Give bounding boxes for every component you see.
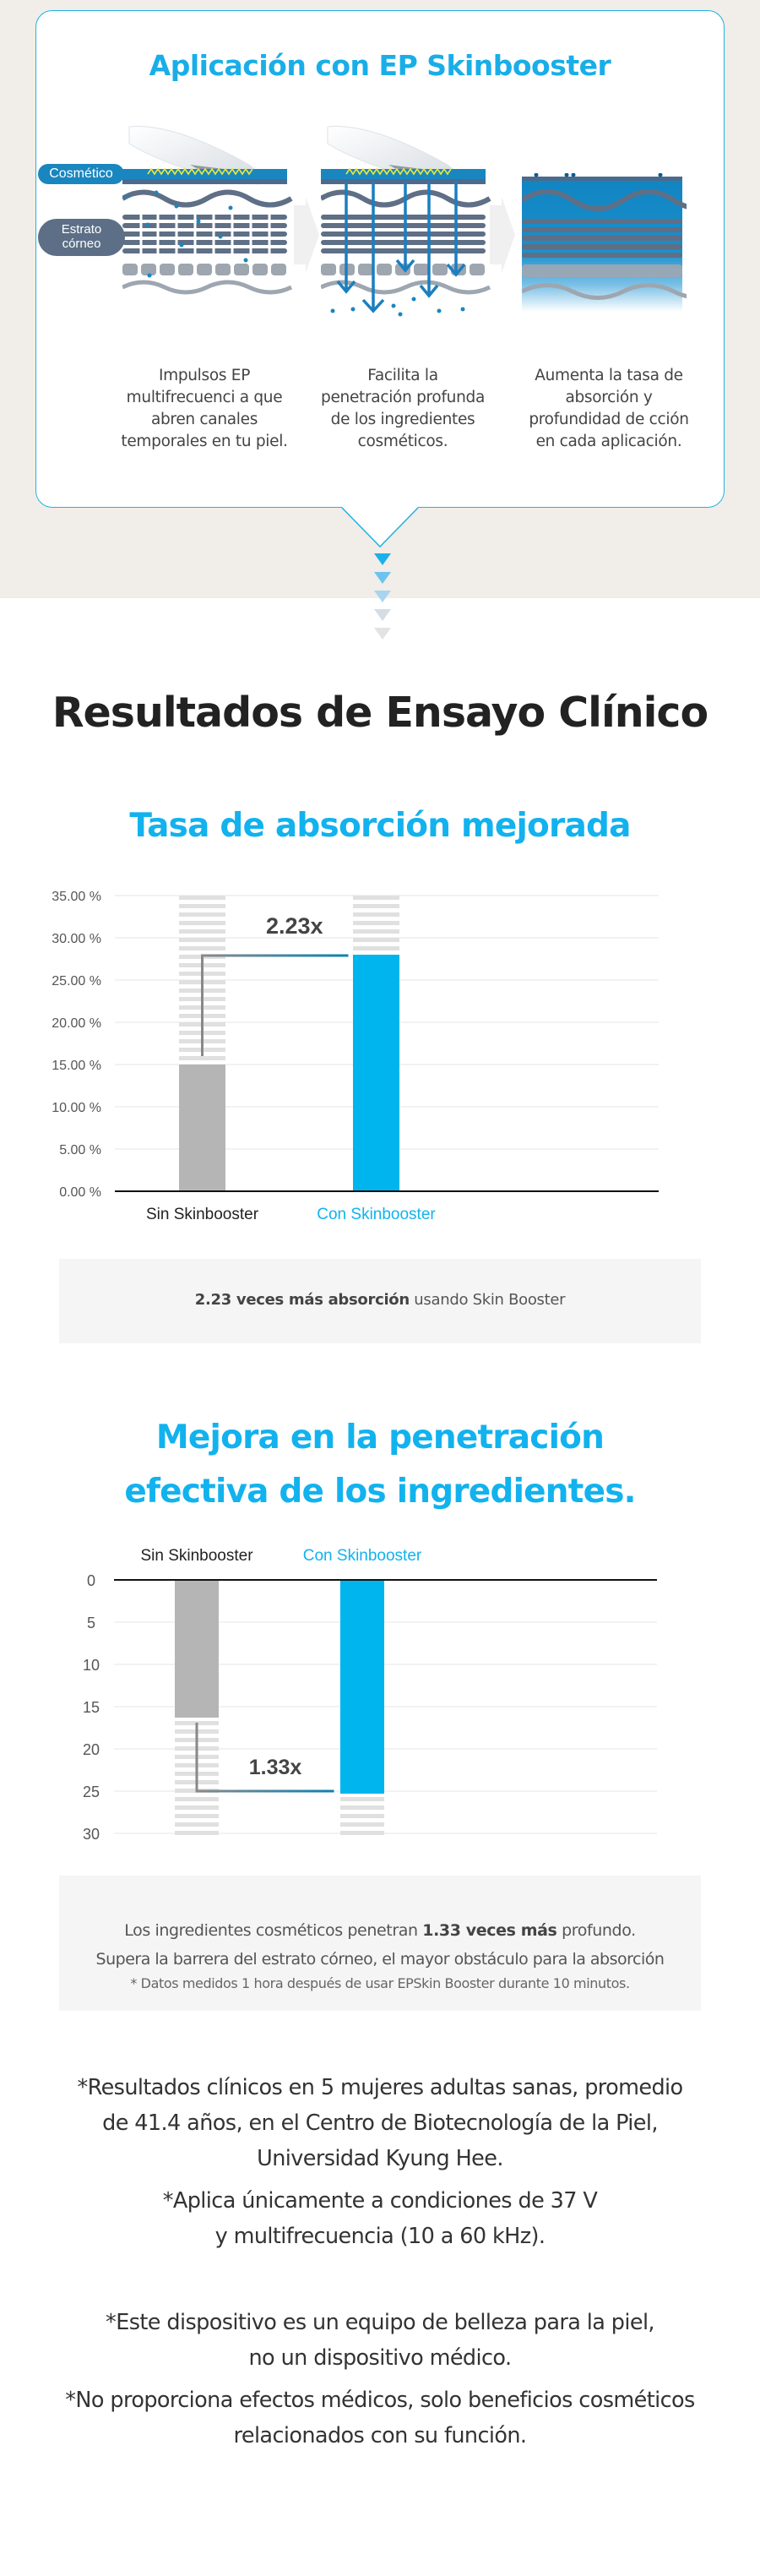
application-title: Aplicación con EP Skinbooster xyxy=(149,49,611,82)
comparison-connector xyxy=(201,954,349,957)
bar-stripe xyxy=(353,938,399,942)
down-chevron-icon xyxy=(374,591,391,602)
x-category-label: Sin Skinbooster xyxy=(140,1547,253,1565)
down-chevron-icon xyxy=(374,572,391,584)
skin-diagram-after xyxy=(522,173,687,312)
x-category-label: Sin Skinbooster xyxy=(146,1206,259,1223)
bar-stripe xyxy=(340,1797,384,1801)
bar-sin-skinbooster xyxy=(179,1065,225,1191)
penetration-note-line2: Supera la barrera del estrato córneo, el… xyxy=(95,1950,665,1969)
y-tick-label: 5.00 % xyxy=(59,1143,101,1157)
bar-con-skinbooster xyxy=(340,1580,384,1794)
bar-stripe xyxy=(175,1831,219,1835)
penetration-note-bold: 1.33 veces más xyxy=(422,1921,557,1940)
bar-stripe xyxy=(340,1822,384,1827)
y-tick-label: 20 xyxy=(83,1741,100,1758)
step-arrow-icon xyxy=(294,197,319,273)
bar-stripe xyxy=(175,1797,219,1801)
ratio-annotation: 2.23x xyxy=(266,913,323,939)
bar-stripe xyxy=(179,929,225,934)
skin-diagram-before xyxy=(122,126,293,295)
bar-sin-skinbooster xyxy=(175,1580,219,1718)
penetration-note-line3: * Datos medidos 1 hora después de usar E… xyxy=(130,1975,630,1991)
y-tick-label: 0 xyxy=(87,1572,95,1589)
step-1-description: Impulsos EP multifrecuenci a que abren c… xyxy=(121,367,288,450)
down-chevron-icon xyxy=(374,553,391,565)
card-pointer xyxy=(341,506,419,548)
bar-stripe xyxy=(353,904,399,908)
bar-stripe xyxy=(340,1831,384,1835)
cosmetic-label: Cosmético xyxy=(38,164,124,184)
ratio-annotation: 1.33x xyxy=(249,1756,302,1779)
y-tick-label: 35.00 % xyxy=(52,890,101,904)
effects-footnote: *No proporciona efectos médicos, solo be… xyxy=(65,2388,695,2448)
bar-con-skinbooster xyxy=(353,955,399,1191)
y-tick-label: 25 xyxy=(83,1784,100,1800)
absorption-note-box: 2.23 veces más absorción usando Skin Boo… xyxy=(59,1259,701,1343)
bar-stripe xyxy=(179,938,225,942)
bar-stripe xyxy=(175,1814,219,1818)
absorption-chart: 0.00 % 5.00 % 10.00 % 15.00 % 20.00 % 25.00 %… xyxy=(52,890,659,1223)
absorption-note-bold: 2.23 veces más absorción xyxy=(194,1291,410,1309)
step-3-description: Aumenta la tasa de absorción y profundid… xyxy=(529,367,689,450)
bar-stripe xyxy=(179,896,225,900)
down-chevron-icon xyxy=(374,628,391,640)
x-category-label: Con Skinbooster xyxy=(303,1547,422,1565)
penetration-chart: Sin Skinbooster Con Skinbooster 0 5 10 15 20 25… xyxy=(83,1547,657,1843)
y-tick-label: 10 xyxy=(83,1657,100,1674)
y-tick-label: 15.00 % xyxy=(52,1059,101,1073)
down-chevron-icon xyxy=(374,609,391,621)
stratum-label-line1: Estrato xyxy=(61,222,102,237)
bar-stripe xyxy=(179,946,225,950)
bar-stripe xyxy=(179,904,225,908)
device-footnote: *Este dispositivo es un equipo de bellez… xyxy=(106,2310,654,2371)
bar-stripe xyxy=(175,1805,219,1810)
stratum-label-line2: córneo xyxy=(62,237,101,251)
y-tick-label: 10.00 % xyxy=(52,1101,101,1115)
x-category-label: Con Skinbooster xyxy=(317,1206,436,1223)
comparison-connector xyxy=(195,1789,334,1793)
bar-stripe xyxy=(353,946,399,950)
bar-stripe xyxy=(353,896,399,900)
results-title: Resultados de Ensayo Clínico xyxy=(52,689,708,737)
y-tick-label: 5 xyxy=(87,1615,95,1631)
step-arrow-icon xyxy=(490,197,515,273)
stratum-corneum-label: Estrato córneo xyxy=(38,219,125,256)
y-tick-label: 0.00 % xyxy=(59,1185,101,1200)
bar-stripe xyxy=(179,1056,225,1060)
bar-stripe xyxy=(353,912,399,917)
bar-stripe xyxy=(175,1822,219,1827)
y-tick-label: 30 xyxy=(83,1826,100,1843)
y-tick-label: 20.00 % xyxy=(52,1016,101,1031)
bar-stripe xyxy=(179,912,225,917)
penetration-arrows-icon xyxy=(336,182,466,313)
chart-2-title: Mejora en la penetración efectiva de los… xyxy=(124,1419,636,1511)
bar-stripe xyxy=(179,921,225,925)
skin-diagram-during xyxy=(321,126,491,317)
bar-stripe xyxy=(353,929,399,934)
chart-1-title: Tasa de absorción mejorada xyxy=(129,807,631,845)
study-footnote: *Resultados clínicos en 5 mujeres adulta… xyxy=(77,2075,683,2171)
y-tick-label: 15 xyxy=(83,1699,100,1716)
penetration-note-box: Los ingredientes cosméticos penetran 1.3… xyxy=(59,1876,701,2011)
absorption-note-text: usando Skin Booster xyxy=(409,1291,566,1309)
step-2-description: Facilita la penetración profunda de los … xyxy=(321,367,485,450)
bar-stripe xyxy=(340,1805,384,1810)
y-tick-label: 30.00 % xyxy=(52,932,101,946)
bar-stripe xyxy=(353,921,399,925)
y-tick-label: 25.00 % xyxy=(52,974,101,988)
conditions-footnote: *Aplica únicamente a condiciones de 37 V… xyxy=(162,2188,598,2249)
bar-stripe xyxy=(340,1814,384,1818)
